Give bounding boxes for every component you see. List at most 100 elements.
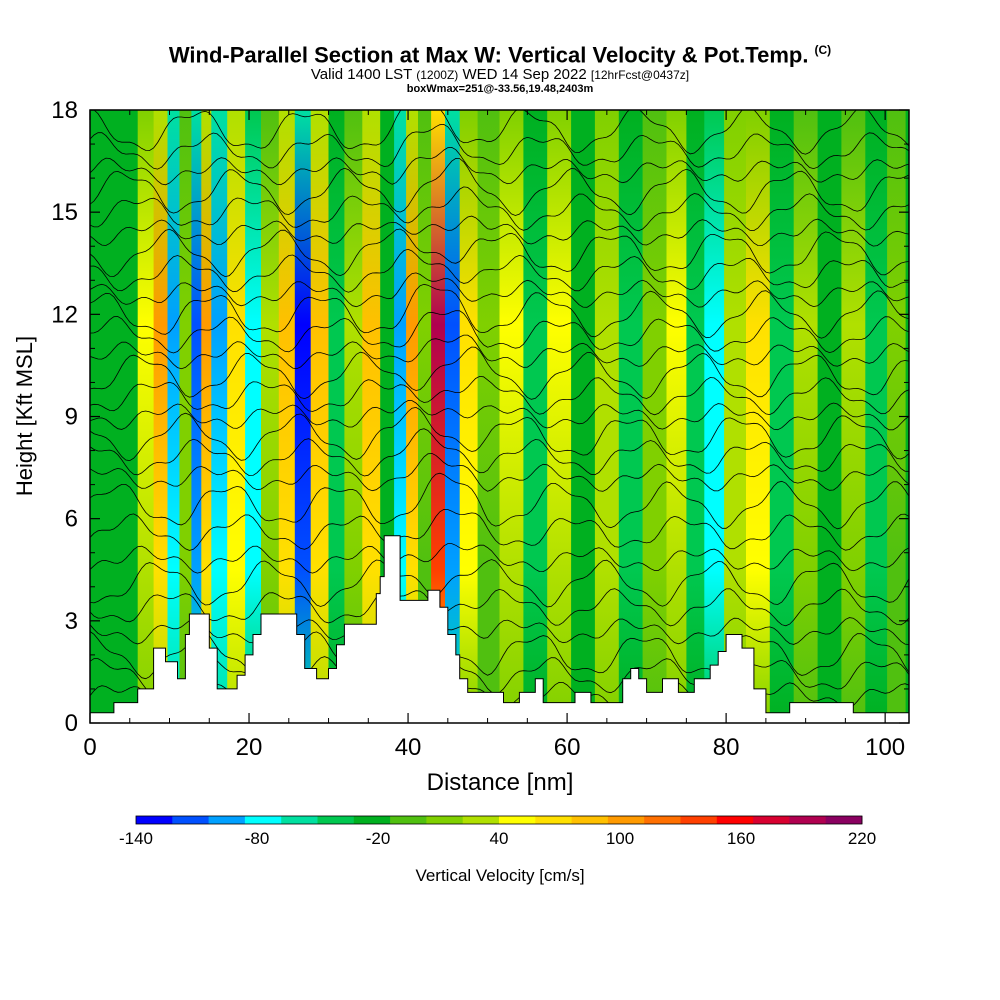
velocity-column — [328, 110, 345, 723]
velocity-column — [431, 110, 446, 723]
colorbar-tick-label: 100 — [606, 829, 634, 848]
theta-contour — [92, 110, 909, 155]
velocity-column — [793, 110, 819, 723]
theta-contours — [90, 110, 909, 710]
colorbar-swatch — [462, 816, 500, 824]
axes: 0 20 40 60 80 100 0 3 6 9 12 15 18 — [51, 97, 909, 761]
chart-title: Wind-Parallel Section at Max W: Vertical… — [0, 38, 1000, 67]
velocity-column — [477, 110, 501, 723]
y-tick-label: 12 — [51, 301, 78, 328]
theta-contour — [90, 157, 909, 216]
colorbar-tick-label: 160 — [727, 829, 755, 848]
theta-contour — [90, 334, 909, 370]
colorbar-tick-label: -140 — [119, 829, 153, 848]
x-tick-label: 80 — [713, 734, 740, 761]
velocity-column — [294, 110, 312, 723]
colorbar-swatch — [753, 816, 790, 824]
theta-contour — [90, 452, 909, 492]
velocity-column — [704, 110, 725, 723]
velocity-column — [618, 110, 644, 723]
velocity-column — [547, 110, 572, 723]
velocity-column — [499, 110, 524, 723]
y-tick-label: 0 — [65, 710, 78, 737]
velocity-column — [746, 110, 771, 723]
colorbar-swatch — [607, 816, 645, 824]
colorbar-swatch — [353, 816, 391, 824]
y-tick-label: 15 — [51, 199, 78, 226]
colorbar-swatch — [535, 816, 572, 824]
colorbar-swatch — [317, 816, 355, 824]
y-tick-label: 6 — [65, 506, 78, 533]
velocity-column — [137, 110, 155, 723]
theta-contour — [90, 610, 909, 645]
colorbar-swatch — [426, 816, 464, 824]
velocity-column — [406, 110, 419, 723]
velocity-column — [227, 110, 246, 723]
colorbar-tick-label: -80 — [245, 829, 270, 848]
forecast-info: [12hrFcst@0437z] — [590, 68, 690, 83]
theta-contour — [90, 588, 909, 627]
velocity-column — [817, 110, 843, 723]
x-tick-label: 100 — [865, 734, 905, 761]
colorbar-swatch — [136, 816, 173, 824]
y-tick-label: 3 — [65, 608, 78, 635]
velocity-column — [344, 110, 363, 723]
colorbar-tick-label: -20 — [366, 829, 391, 848]
x-axis-label: Distance [nm] — [427, 769, 574, 796]
box-info: boxWmax=251@-33.56,19.48,2403m — [406, 83, 594, 96]
theta-contour — [90, 346, 909, 400]
valid-date: WED 14 Sep 2022 — [462, 66, 587, 84]
velocity-column — [191, 110, 202, 723]
valid-prefix: Valid 1400 LST — [310, 66, 413, 84]
theta-contour — [90, 428, 909, 477]
theta-contour — [90, 228, 909, 278]
valid-time: Valid 1400 LST (1200Z) WED 14 Sep 2022 [… — [0, 67, 1000, 83]
colorbar-swatch — [825, 816, 863, 824]
velocity-field — [137, 110, 906, 723]
velocity-column — [769, 110, 795, 723]
colorbar-swatch — [644, 816, 681, 824]
colorbar-frame — [135, 815, 863, 825]
theta-contour — [90, 508, 909, 551]
velocity-column — [686, 110, 705, 723]
x-tick-label: 60 — [554, 734, 581, 761]
theta-contour — [90, 406, 909, 462]
velocity-column — [245, 110, 262, 723]
velocity-column — [523, 110, 548, 723]
theta-contour — [90, 621, 909, 680]
copyright-mark: (C) — [814, 43, 832, 57]
y-axis-label: Height [Kft MSL] — [12, 336, 37, 496]
theta-contour — [90, 248, 909, 293]
terrain-profile — [90, 535, 909, 723]
y-tick-label: 18 — [51, 97, 78, 124]
colorbar-swatch — [680, 816, 718, 824]
theta-contour — [90, 310, 909, 354]
theta-contour — [90, 472, 909, 530]
x-tick-label: 0 — [83, 734, 96, 761]
theta-contour — [90, 400, 909, 431]
chart-title-text: Wind-Parallel Section at Max W: Vertical… — [168, 42, 809, 68]
plot-area — [90, 110, 909, 723]
valid-zulu: (1200Z) — [416, 68, 459, 83]
colorbar-swatch — [390, 816, 427, 824]
theta-contour — [90, 272, 909, 308]
x-tick-label: 40 — [395, 734, 422, 761]
velocity-column — [211, 110, 228, 723]
velocity-column — [724, 110, 747, 723]
colorbar-swatch — [571, 816, 609, 824]
velocity-column — [201, 110, 212, 723]
theta-contour — [90, 146, 909, 186]
theta-contour — [90, 186, 909, 232]
colorbar-swatch — [208, 816, 246, 824]
theta-contour — [90, 543, 909, 574]
x-tick-label: 20 — [236, 734, 263, 761]
y-tick-label: 9 — [65, 404, 78, 431]
colorbar-tick-label: 220 — [848, 829, 876, 848]
theta-contour — [90, 283, 909, 339]
colorbar-swatch — [789, 816, 827, 824]
velocity-column — [571, 110, 596, 723]
colorbar-swatch — [499, 816, 536, 824]
colorbar-swatch — [172, 816, 209, 824]
title-block: Wind-Parallel Section at Max W: Vertical… — [0, 38, 1000, 96]
